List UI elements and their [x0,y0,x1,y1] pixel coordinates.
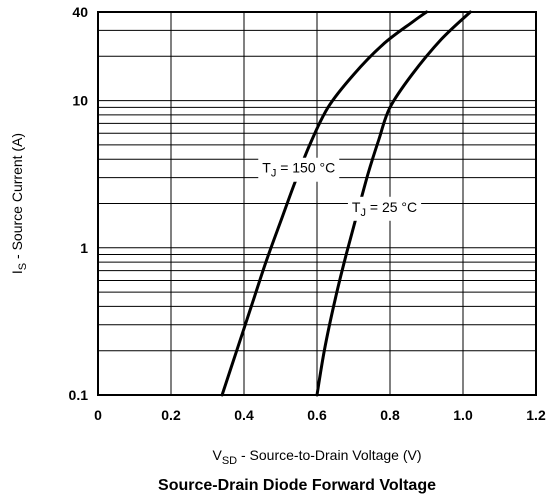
x-tick-label: 1.0 [453,407,473,423]
y-tick-label: 0.1 [69,387,89,403]
y-axis-label-main: I [9,270,25,274]
y-tick-labels: 0.1 1 10 40 [69,4,89,403]
x-axis-label-rest: - Source-to-Drain Voltage (V) [237,447,421,463]
y-tick-label: 10 [72,93,88,109]
x-tick-label: 0 [94,407,102,423]
series-label-text: TJ = 150 °C [262,160,335,180]
x-axis-label-sub: SD [222,455,237,467]
series-line-1 [315,10,472,397]
series-label-main: T [352,199,361,215]
chart-title: Source-Drain Diode Forward Voltage [158,477,436,494]
y-axis-label-sub: S [17,263,29,270]
series-label-0: TJ = 150 °C [258,157,340,182]
x-tick-label: 0.2 [161,407,181,423]
y-axis-label: IS - Source Current (A) [9,133,29,274]
grid [98,12,536,395]
x-tick-label: 0.8 [380,407,400,423]
series-label-sub: J [271,168,277,180]
series-label-1: TJ = 25 °C [347,196,422,221]
y-tick-label: 40 [72,4,88,20]
x-axis-label-main: V [212,447,222,463]
annotations: TJ = 150 °CTJ = 25 °C [258,157,422,221]
x-tick-labels: 0 0.2 0.4 0.6 0.8 1.0 1.2 [94,407,546,423]
series-label-sub: J [360,207,366,219]
series-label-rest: = 25 °C [366,199,417,215]
series-label-text: TJ = 25 °C [352,199,417,219]
x-tick-label: 1.2 [526,407,546,423]
y-tick-label: 1 [80,240,88,256]
series-label-background [258,157,340,182]
x-tick-label: 0.4 [234,407,254,423]
y-axis-label-rest: - Source Current (A) [9,133,25,263]
plot-frame [97,11,537,396]
series-label-rest: = 150 °C [276,160,335,176]
x-tick-label: 0.6 [307,407,327,423]
series-label-main: T [262,160,271,176]
x-axis-label: VSD - Source-to-Drain Voltage (V) [212,447,421,467]
series-label-background [347,196,422,221]
